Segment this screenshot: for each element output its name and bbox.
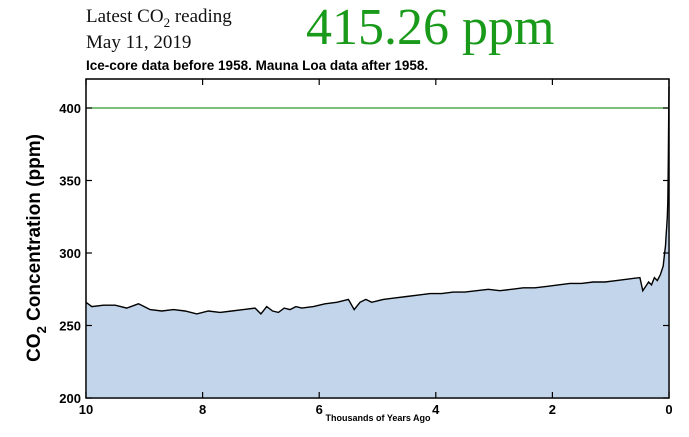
co2-area-fill <box>86 86 669 399</box>
latest-reading-label: Latest CO2 reading <box>86 6 232 30</box>
x-tick-label: 4 <box>432 402 440 417</box>
x-tick-label: 8 <box>199 402 206 417</box>
y-tick-label: 400 <box>59 101 81 116</box>
x-axis: 10 8 6 4 2 0 <box>79 79 673 417</box>
x-tick-label: 10 <box>79 402 93 417</box>
x-axis-label: Thousands of Years Ago <box>325 413 431 423</box>
reading-date: May 11, 2019 <box>86 32 192 53</box>
y-axis-label: CO2 Concentration (ppm) <box>24 134 49 362</box>
co2-value: 415.26 ppm <box>306 0 555 56</box>
x-tick-label: 0 <box>665 402 672 417</box>
chart-subtitle: Ice-core data before 1958. Mauna Loa dat… <box>86 58 429 73</box>
y-tick-label: 250 <box>59 319 81 334</box>
y-tick-label: 200 <box>59 391 81 406</box>
x-tick-label: 2 <box>549 402 556 417</box>
y-tick-label: 300 <box>59 246 81 261</box>
co2-data-line <box>85 86 670 315</box>
y-axis: 200 250 300 350 400 <box>59 101 669 406</box>
x-tick-label: 6 <box>316 402 323 417</box>
plot-border <box>85 78 670 399</box>
y-tick-label: 350 <box>59 174 81 189</box>
